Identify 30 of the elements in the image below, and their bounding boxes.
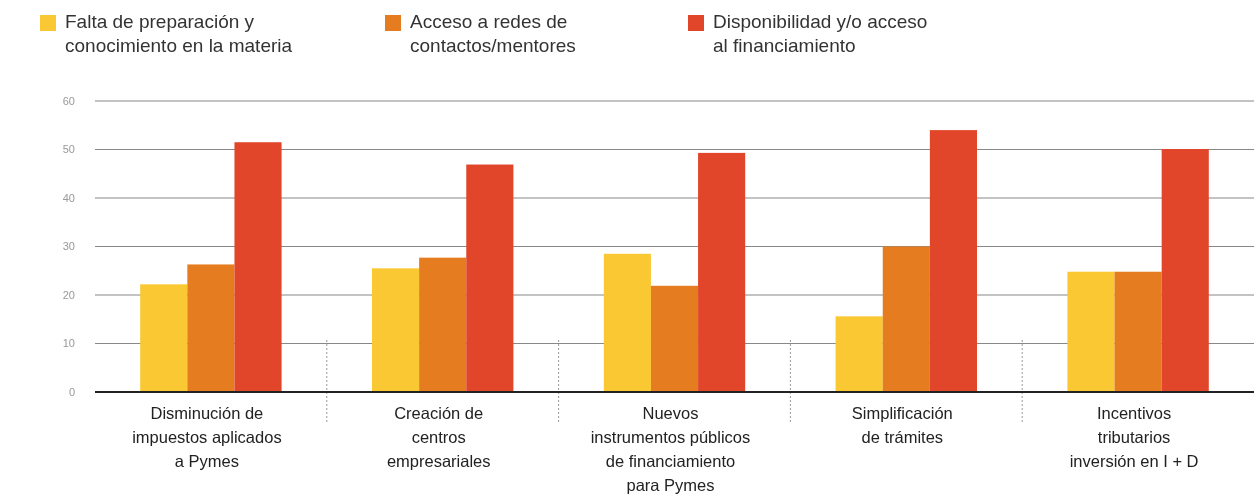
bar	[882, 246, 930, 392]
bar	[603, 253, 651, 392]
bar	[187, 264, 235, 392]
x-tick-label: Creación de centros empresariales	[386, 404, 491, 470]
x-tick-label: Nuevos instrumentos públicos de financiamiento para Pymes	[590, 404, 751, 494]
bar	[1114, 271, 1162, 392]
bar	[698, 152, 746, 392]
y-tick-label: 50	[62, 143, 75, 156]
bar	[372, 268, 420, 392]
bar	[419, 257, 467, 392]
bar	[466, 164, 514, 392]
x-tick-label: Incentivos tributarios inversión en I + D	[1069, 404, 1199, 470]
bar	[1161, 149, 1209, 392]
bar	[650, 285, 699, 392]
x-tick-label: Simplificación de trámites	[851, 404, 953, 446]
bar	[929, 130, 977, 392]
y-tick-label: 30	[62, 240, 75, 253]
legend-label: Falta de preparación y conocimiento en la materia	[65, 11, 293, 56]
y-tick-label: 10	[62, 337, 75, 350]
bar	[1067, 271, 1115, 392]
y-tick-label: 0	[68, 385, 75, 398]
y-tick-label: 20	[62, 288, 75, 301]
y-tick-label: 60	[62, 94, 75, 107]
legend-label: Disponibilidad y/o acceso al financiamiento	[713, 11, 928, 56]
bar	[234, 142, 282, 392]
bar	[140, 284, 188, 392]
bar	[835, 316, 883, 392]
legend-label: Acceso a redes de contactos/mentores	[410, 11, 576, 56]
x-tick-label: Disminución de impuestos aplicados a Pymes	[132, 404, 282, 470]
y-tick-label: 40	[62, 191, 75, 204]
